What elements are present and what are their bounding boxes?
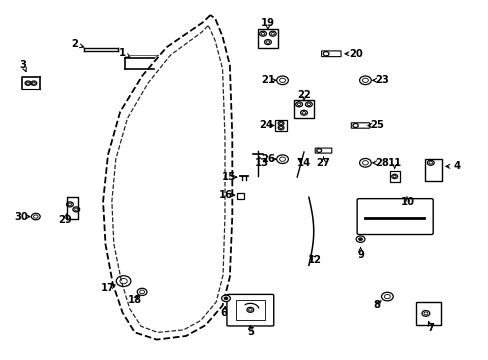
Bar: [275, 120, 286, 131]
Text: 14: 14: [296, 158, 310, 168]
Text: 16: 16: [219, 190, 233, 200]
Text: 7: 7: [427, 323, 433, 333]
Circle shape: [221, 295, 230, 302]
Text: 11: 11: [387, 158, 401, 168]
Text: 13: 13: [254, 158, 268, 168]
Text: 6: 6: [220, 309, 227, 318]
Text: 30: 30: [14, 212, 28, 221]
Text: 17: 17: [101, 283, 115, 293]
Circle shape: [355, 236, 364, 242]
Text: 21: 21: [261, 75, 274, 85]
Text: 22: 22: [297, 90, 310, 100]
Text: 27: 27: [316, 158, 330, 168]
Bar: [415, 302, 441, 325]
Text: 2: 2: [71, 40, 78, 49]
Bar: [236, 193, 244, 199]
Text: 24: 24: [259, 121, 273, 130]
Bar: [235, 300, 264, 320]
Text: 29: 29: [58, 215, 72, 225]
Circle shape: [358, 238, 362, 240]
Text: 9: 9: [356, 249, 363, 260]
Text: 28: 28: [374, 158, 388, 168]
Text: 4: 4: [452, 161, 459, 171]
Text: 10: 10: [400, 197, 414, 207]
Text: 26: 26: [261, 154, 274, 164]
Text: 19: 19: [261, 18, 274, 28]
Text: 8: 8: [373, 300, 380, 310]
Bar: [424, 159, 441, 181]
Text: 18: 18: [127, 295, 142, 305]
Text: 12: 12: [307, 255, 322, 265]
Text: 15: 15: [222, 172, 236, 182]
Text: 25: 25: [369, 121, 383, 130]
Text: 5: 5: [246, 327, 253, 337]
Bar: [389, 171, 399, 182]
Text: 23: 23: [374, 75, 388, 85]
Text: 1: 1: [119, 48, 126, 58]
Bar: [294, 100, 313, 118]
Text: 20: 20: [348, 49, 362, 59]
Text: 3: 3: [20, 59, 26, 69]
Circle shape: [224, 297, 227, 300]
Bar: [258, 29, 277, 48]
